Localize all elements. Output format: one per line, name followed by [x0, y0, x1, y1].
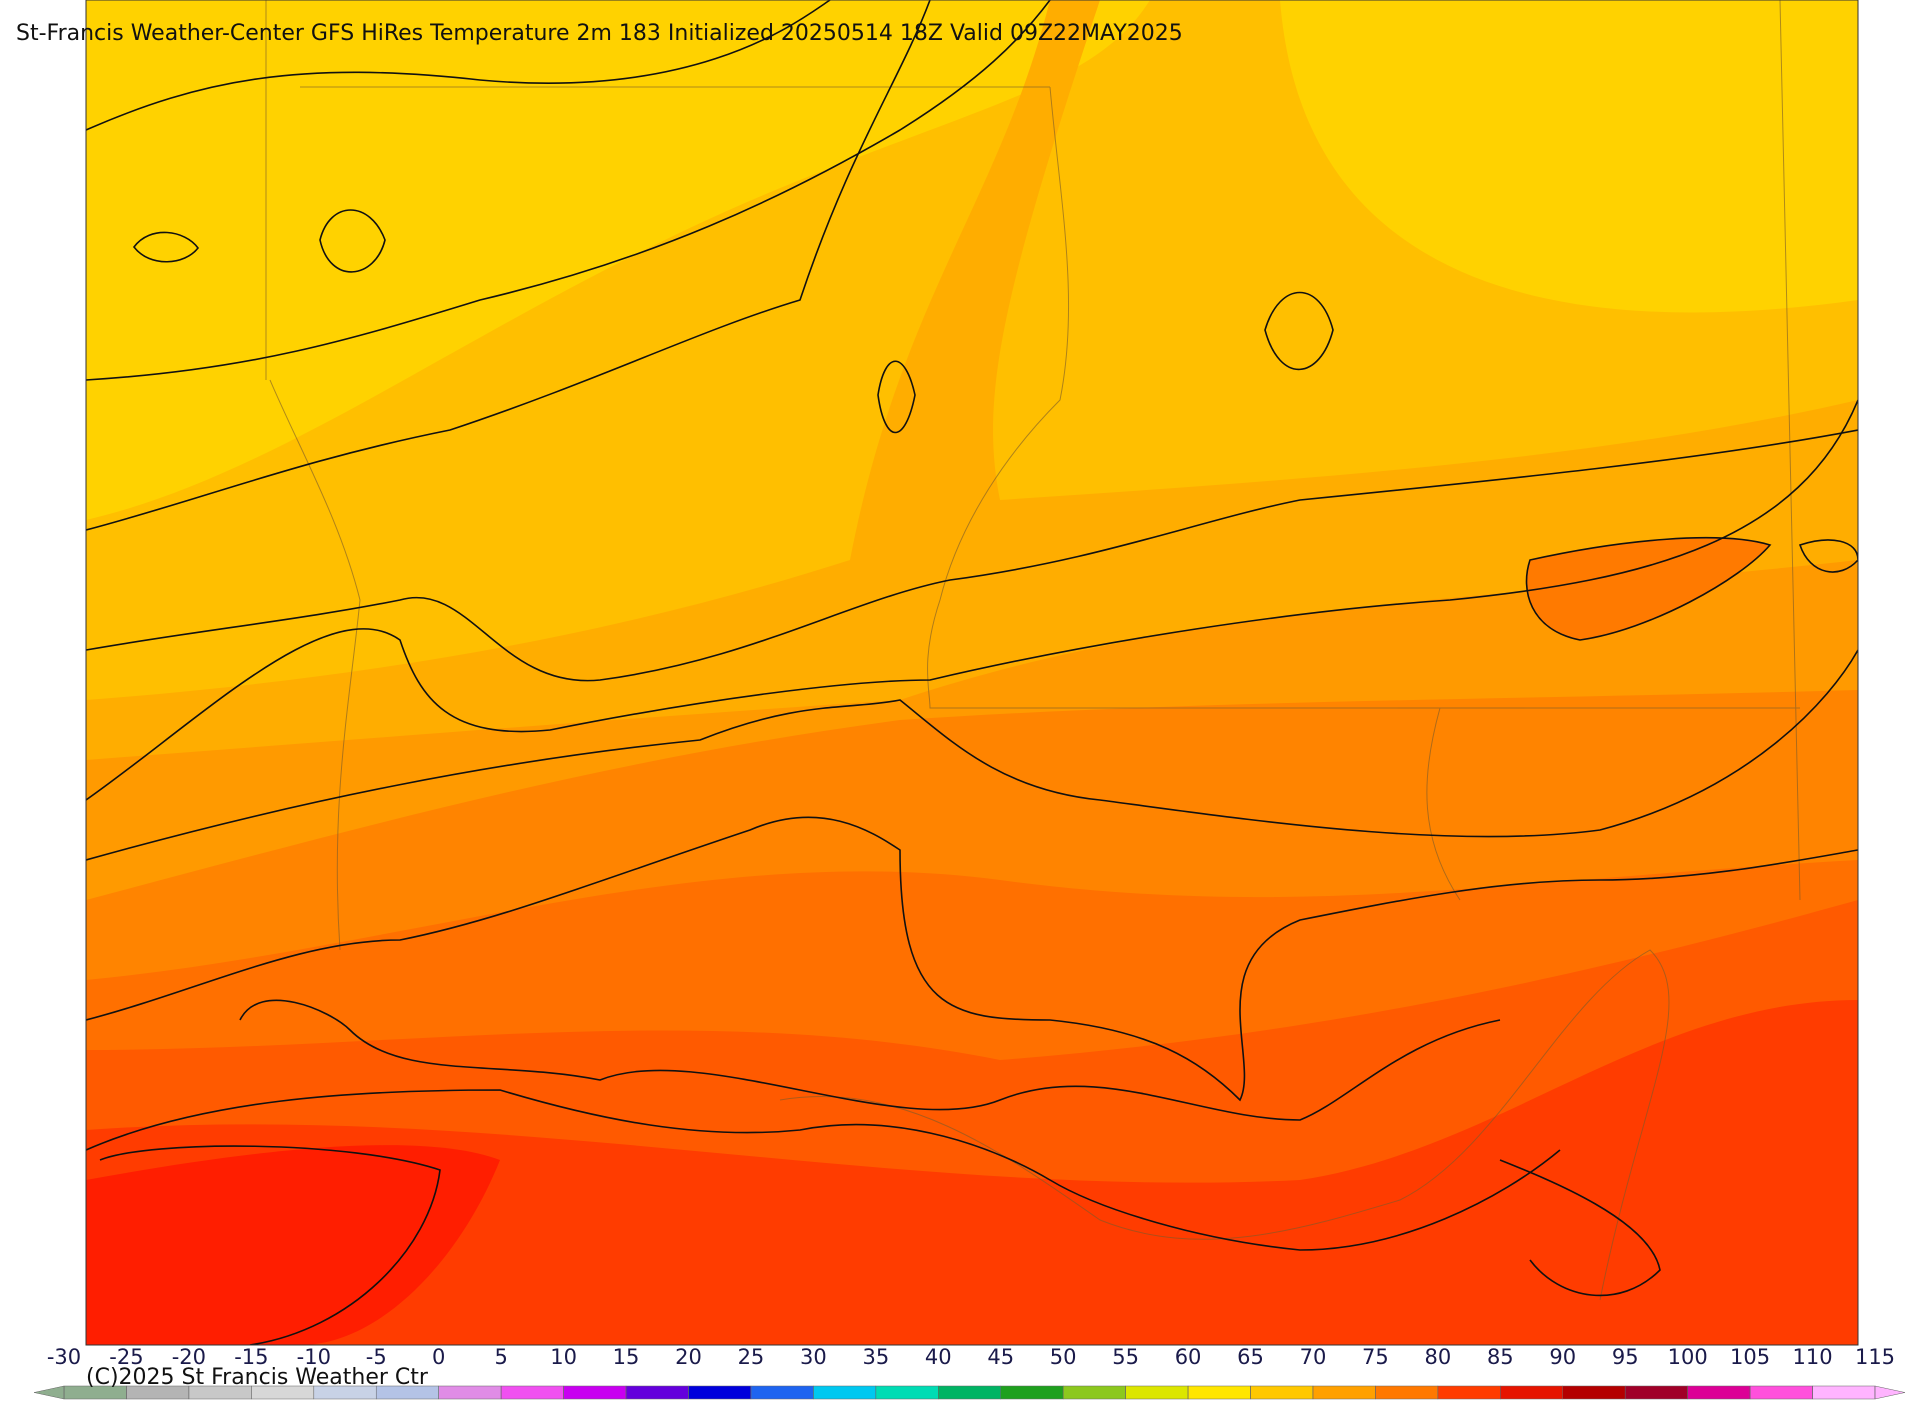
- colorbar-tick-label: 85: [1487, 1345, 1514, 1369]
- colorbar-tick-label: 50: [1050, 1345, 1077, 1369]
- colorbar-tick-label: 35: [862, 1345, 889, 1369]
- colorbar-tick-label: 10: [550, 1345, 577, 1369]
- colorbar-tick-label: 110: [1793, 1345, 1833, 1369]
- colorbar-segment: [500, 1385, 564, 1400]
- colorbar-tick-label: -15: [234, 1345, 268, 1369]
- colorbar-tick-label: -30: [47, 1345, 81, 1369]
- colorbar-tick-label: 80: [1424, 1345, 1451, 1369]
- colorbar-segment: [1687, 1385, 1751, 1400]
- colorbar-segment: [1375, 1385, 1439, 1400]
- colorbar-tick-label: -25: [109, 1345, 143, 1369]
- map-frame: [85, 0, 1859, 1346]
- colorbar-segment: [750, 1385, 814, 1400]
- colorbar-tick-label: 60: [1175, 1345, 1202, 1369]
- colorbar-tick-label: 95: [1612, 1345, 1639, 1369]
- colorbar-segment: [813, 1385, 877, 1400]
- copyright: (C)2025 St Francis Weather Ctr: [86, 1365, 429, 1390]
- colorbar-segment: [1812, 1385, 1876, 1400]
- colorbar-segment: [938, 1385, 1001, 1400]
- colorbar-tick-label: 45: [987, 1345, 1014, 1369]
- colorbar-segment: [1000, 1385, 1064, 1400]
- colorbar-segment: [1250, 1385, 1314, 1400]
- colorbar-arrow-high: [1874, 1385, 1906, 1400]
- colorbar-tick-label: 15: [613, 1345, 640, 1369]
- colorbar-segment: [1187, 1385, 1251, 1400]
- colorbar-tick-label: 55: [1112, 1345, 1139, 1369]
- colorbar-tick-label: -10: [297, 1345, 331, 1369]
- temperature-field: [86, 0, 1858, 1345]
- colorbar-tick-label: 90: [1549, 1345, 1576, 1369]
- colorbar: -30 -25 -20 -15 -10 -5 0 5 10 15 20 25 30 35 40 45 50 55 6…: [33, 1345, 1906, 1400]
- colorbar-segment: [688, 1385, 752, 1400]
- colorbar-segment: [1437, 1385, 1501, 1400]
- colorbar-tick-label: 20: [675, 1345, 702, 1369]
- colorbar-segment: [1749, 1385, 1813, 1400]
- colorbar-tick-label: 75: [1362, 1345, 1389, 1369]
- colorbar-tick-label: 100: [1668, 1345, 1708, 1369]
- colorbar-tick-label: 70: [1300, 1345, 1327, 1369]
- colorbar-segment: [563, 1385, 627, 1400]
- map-title: St-Francis Weather-Center GFS HiRes Temp…: [16, 21, 1183, 46]
- colorbar-tick-label: 25: [738, 1345, 765, 1369]
- colorbar-tick-label: 105: [1730, 1345, 1770, 1369]
- colorbar-segment: [1624, 1385, 1688, 1400]
- colorbar-tick-label: -5: [366, 1345, 387, 1369]
- colorbar-segment: [625, 1385, 689, 1400]
- colorbar-segment: [1500, 1385, 1564, 1400]
- colorbar-tick-label: 0: [432, 1345, 445, 1369]
- colorbar-arrow-low: [33, 1385, 65, 1400]
- colorbar-segment: [875, 1385, 939, 1400]
- colorbar-segment: [1062, 1385, 1126, 1400]
- colorbar-segment: [1125, 1385, 1189, 1400]
- contours: [86, 0, 1858, 1345]
- colorbar-segment: [1312, 1385, 1376, 1400]
- colorbar-tick-label: 30: [800, 1345, 827, 1369]
- colorbar-tick-label: 5: [494, 1345, 507, 1369]
- colorbar-segment: [438, 1385, 502, 1400]
- colorbar-tick-label: 65: [1237, 1345, 1264, 1369]
- colorbar-tick-label: -20: [172, 1345, 206, 1369]
- colorbar-tick-label: 115: [1855, 1345, 1895, 1369]
- colorbar-tick-label: 40: [925, 1345, 952, 1369]
- colorbar-segment: [1562, 1385, 1626, 1400]
